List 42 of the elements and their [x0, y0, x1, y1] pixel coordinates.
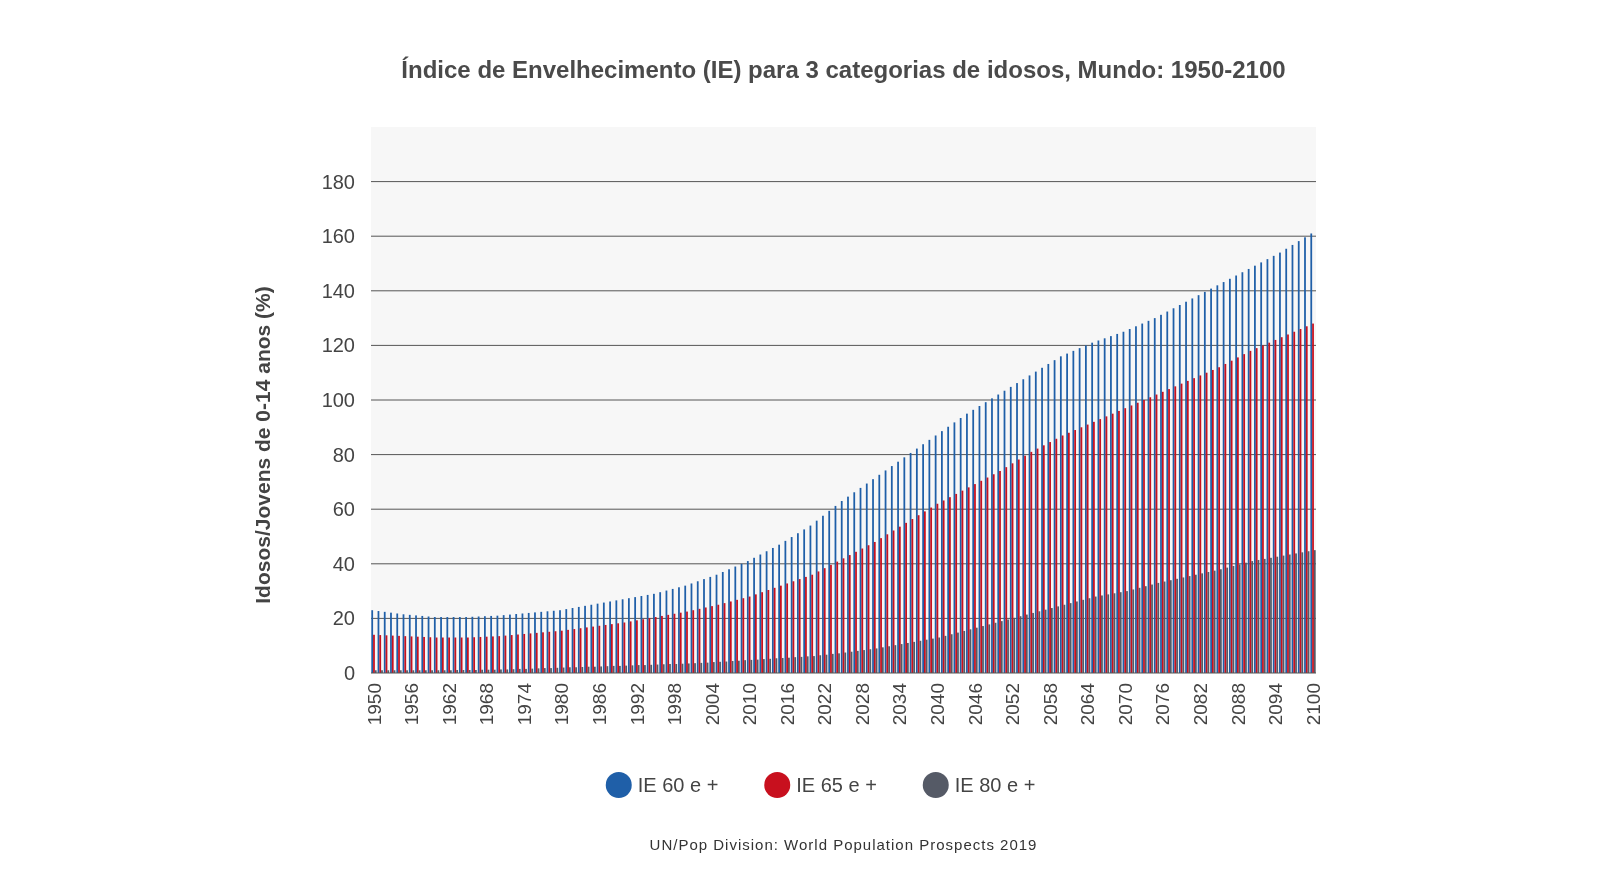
x-tick-label: 2100 — [1302, 683, 1324, 726]
x-tick-label: 1992 — [626, 683, 648, 726]
y-tick-label: 100 — [321, 389, 355, 411]
legend-label: IE 60 e + — [637, 774, 719, 796]
x-tick-label: 2016 — [776, 683, 798, 726]
legend-label: IE 80 e + — [954, 774, 1036, 796]
legend-label: IE 65 e + — [796, 774, 877, 796]
x-tick-label: 2094 — [1265, 682, 1287, 726]
y-tick-label: 80 — [332, 443, 355, 466]
x-tick-label: 2064 — [1077, 682, 1099, 726]
y-tick-label: 0 — [343, 662, 355, 684]
x-tick-label: 1956 — [401, 683, 423, 726]
x-tick-label: 1962 — [438, 683, 460, 726]
x-tick-label: 1950 — [363, 683, 385, 726]
x-tick-label: 2004 — [701, 682, 723, 726]
x-tick-label: 2046 — [964, 683, 986, 726]
y-tick-label: 60 — [332, 498, 355, 521]
x-tick-label: 2076 — [1152, 683, 1174, 726]
x-tick-label: 1980 — [551, 683, 573, 726]
x-tick-label: 1974 — [513, 682, 535, 726]
x-tick-label: 1968 — [476, 683, 498, 726]
x-tick-label: 2088 — [1227, 683, 1249, 726]
x-tick-label: 2070 — [1114, 683, 1136, 726]
y-axis-title: Idosos/Jovens de 0-14 anos (%) — [251, 286, 274, 604]
y-tick-label: 120 — [321, 334, 355, 357]
y-tick-label: 20 — [332, 607, 355, 630]
x-tick-label: 2052 — [1002, 683, 1024, 726]
x-tick-label: 1986 — [589, 683, 610, 726]
x-tick-label: 1998 — [664, 683, 686, 726]
chart-title: Índice de Envelhecimento (IE) para 3 categorias de idosos, Mundo: 1950-2100 — [401, 56, 1286, 83]
text: UN/Pop Division: World Population Prospects 2019 — [649, 836, 1038, 853]
y-tick-label: 160 — [321, 225, 355, 248]
x-tick-label: 2010 — [739, 683, 761, 726]
x-tick-label: 2022 — [814, 683, 836, 726]
x-tick-label: 2082 — [1189, 683, 1211, 726]
x-tick-label: 2058 — [1039, 683, 1061, 726]
y-tick-label: 140 — [321, 279, 355, 302]
x-tick-label: 2040 — [927, 683, 949, 726]
x-tick-label: 2028 — [851, 683, 873, 726]
y-tick-label: 180 — [321, 170, 355, 193]
x-tick-label: 2034 — [889, 682, 911, 726]
y-tick-label: 40 — [332, 552, 355, 575]
